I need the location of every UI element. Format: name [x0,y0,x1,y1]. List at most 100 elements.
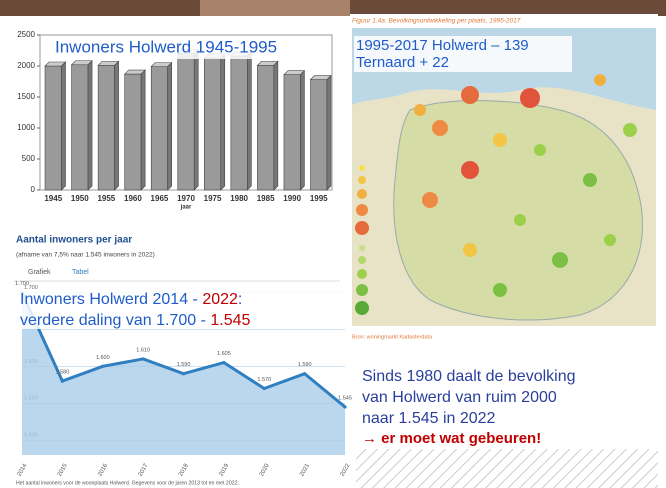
note-conclusion: → er moet wat gebeuren! [362,430,541,447]
map-dot [493,283,507,297]
bar-side [194,50,198,190]
x-tick-label: 1990 [283,194,301,203]
map-dot [520,88,540,108]
bar [257,65,273,190]
map-overlay: Ternaard + 22 [356,54,449,71]
map-dot [463,243,477,257]
bar [284,75,300,190]
y-tick-label: 2500 [17,30,35,39]
bar-side [327,76,331,190]
y-tick-label: 500 [22,154,36,163]
annotation-part: 1.545 [210,312,250,329]
point [343,405,346,408]
value-label: 1.580 [55,370,69,376]
x-tick-label: 1965 [151,194,169,203]
legend-dot [356,284,368,296]
y-tick-label: 0 [31,185,36,194]
value-label: 1.700 [15,281,29,287]
chart-title: Aantal inwoners per jaar [16,235,132,246]
map-overlay: 1995-2017 Holwerd – 139 [356,37,529,54]
value-label: 1.600 [96,355,110,361]
x-tick-label: 1985 [257,194,275,203]
x-axis-label: jaar [180,205,192,211]
bar-side [62,62,66,190]
value-label: 1.545 [338,395,352,401]
map-caption: Figuur 1.4a: Bevolkingsontwikkeling per … [352,18,521,25]
annotation: verdere daling van 1.700 - 1.545 [20,312,250,329]
map-dot [422,192,438,208]
bar-side [274,61,278,190]
map-dot [461,86,479,104]
legend-dot [355,301,369,315]
bar [204,58,220,190]
x-tick-label: 1995 [310,194,328,203]
x-tick-label: 1960 [124,194,142,203]
chart-title: Inwoners Holwerd 1945-1995 [55,37,277,56]
bar-side [221,54,225,190]
annotation-part: : [238,291,242,308]
map-dot [583,173,597,187]
bar [310,80,326,190]
legend-dot [358,176,366,184]
bar [178,54,194,190]
annotation: Inwoners Holwerd 2014 - 2022: [20,291,242,308]
bar [151,67,167,190]
map-dot [514,214,526,226]
annotation-part: 2022 [202,291,238,308]
footnote: Het aantal inwoners voor de woonplaats H… [16,480,239,486]
map-dot [534,144,546,156]
chart-subtitle: (afname van 7,5% naar 1.545 inwoners in … [16,252,155,259]
y-tick-label: 1000 [17,123,35,132]
tab[interactable]: Tabel [72,269,89,276]
note-line: naar 1.545 in 2022 [362,410,496,427]
point [263,387,266,390]
map-dot [432,120,448,136]
map-dot [552,252,568,268]
bar [45,66,61,190]
bar-side [88,61,92,190]
legend-dot [355,221,369,235]
map-source: Bron: woningmarkt Kadasterdata [352,334,433,340]
legend-dot [359,245,365,251]
bar [72,65,88,190]
value-label: 1.590 [298,362,312,368]
point [61,379,64,382]
x-tick-label: 1975 [204,194,222,203]
value-label: 1.590 [177,362,191,368]
point [303,372,306,375]
bar-side [168,63,172,190]
bar-side [141,70,145,190]
map-dot [461,161,479,179]
map-dot [493,133,507,147]
hatch [356,449,658,488]
bar [98,65,114,190]
annotation-part: verdere daling van 1.700 - [20,312,210,329]
value-label: 1.610 [136,347,150,353]
map-dot [594,74,606,86]
map-dot [623,123,637,137]
x-tick-label: 1955 [97,194,115,203]
x-tick-label: 1970 [177,194,195,203]
bar-side [115,61,119,190]
map-dot [414,104,426,116]
legend-dot [357,189,367,199]
slide: Figuur 1.4a: Bevolkingsontwikkeling per … [0,0,666,488]
point [222,361,225,364]
map-province [394,101,643,320]
annotation-part: Inwoners Holwerd 2014 - [20,291,202,308]
bar [231,56,247,190]
note-line: Sinds 1980 daalt de bevolking [362,368,576,385]
photo-strip [200,0,350,16]
legend-dot [357,269,367,279]
x-tick-label: 1950 [71,194,89,203]
bar [125,74,141,190]
bar-side [300,71,304,190]
value-label: 1.605 [217,351,231,357]
note-line: van Holwerd van ruim 2000 [362,389,557,406]
legend-dot [356,204,368,216]
point [182,372,185,375]
legend-dot [359,165,365,171]
x-tick-label: 1945 [44,194,62,203]
y-tick-label: 2000 [17,61,35,70]
tab[interactable]: Grafiek [28,269,51,276]
